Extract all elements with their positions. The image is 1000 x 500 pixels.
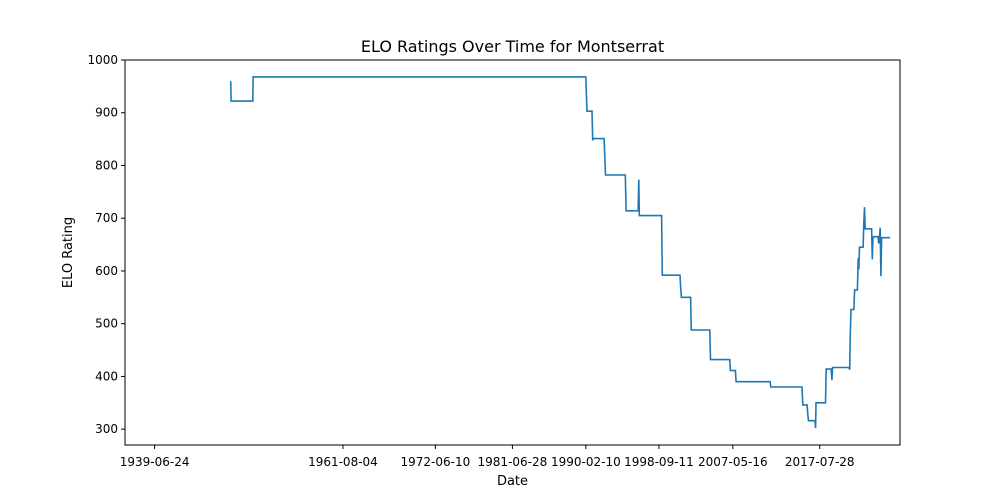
x-tick-label: 2007-05-16 xyxy=(698,455,768,469)
y-tick-label: 700 xyxy=(95,211,118,225)
y-tick-label: 500 xyxy=(95,317,118,331)
x-axis-label: Date xyxy=(497,474,528,489)
x-tick-label: 1961-08-04 xyxy=(308,455,378,469)
x-tick-label: 1939-06-24 xyxy=(120,455,190,469)
x-tick-label: 1981-06-28 xyxy=(478,455,548,469)
chart-title: ELO Ratings Over Time for Montserrat xyxy=(361,37,664,56)
y-tick-label: 300 xyxy=(95,422,118,436)
y-axis-label: ELO Rating xyxy=(61,217,76,288)
y-tick-label: 400 xyxy=(95,369,118,383)
y-tick-label: 600 xyxy=(95,264,118,278)
y-tick-label: 800 xyxy=(95,158,118,172)
x-tick-label: 1972-06-10 xyxy=(400,455,470,469)
y-tick-label: 900 xyxy=(95,106,118,120)
x-tick-label: 1998-09-11 xyxy=(624,455,694,469)
plot-area: 300 400 500 600 700 800 900 1000 1939-06-24 1961-… xyxy=(87,53,891,469)
x-tick-label: 1990-02-10 xyxy=(551,455,621,469)
elo-series-line xyxy=(229,76,891,429)
y-tick-label: 1000 xyxy=(87,53,118,67)
x-tick-label: 2017-07-28 xyxy=(785,455,855,469)
axes-frame xyxy=(124,59,901,446)
